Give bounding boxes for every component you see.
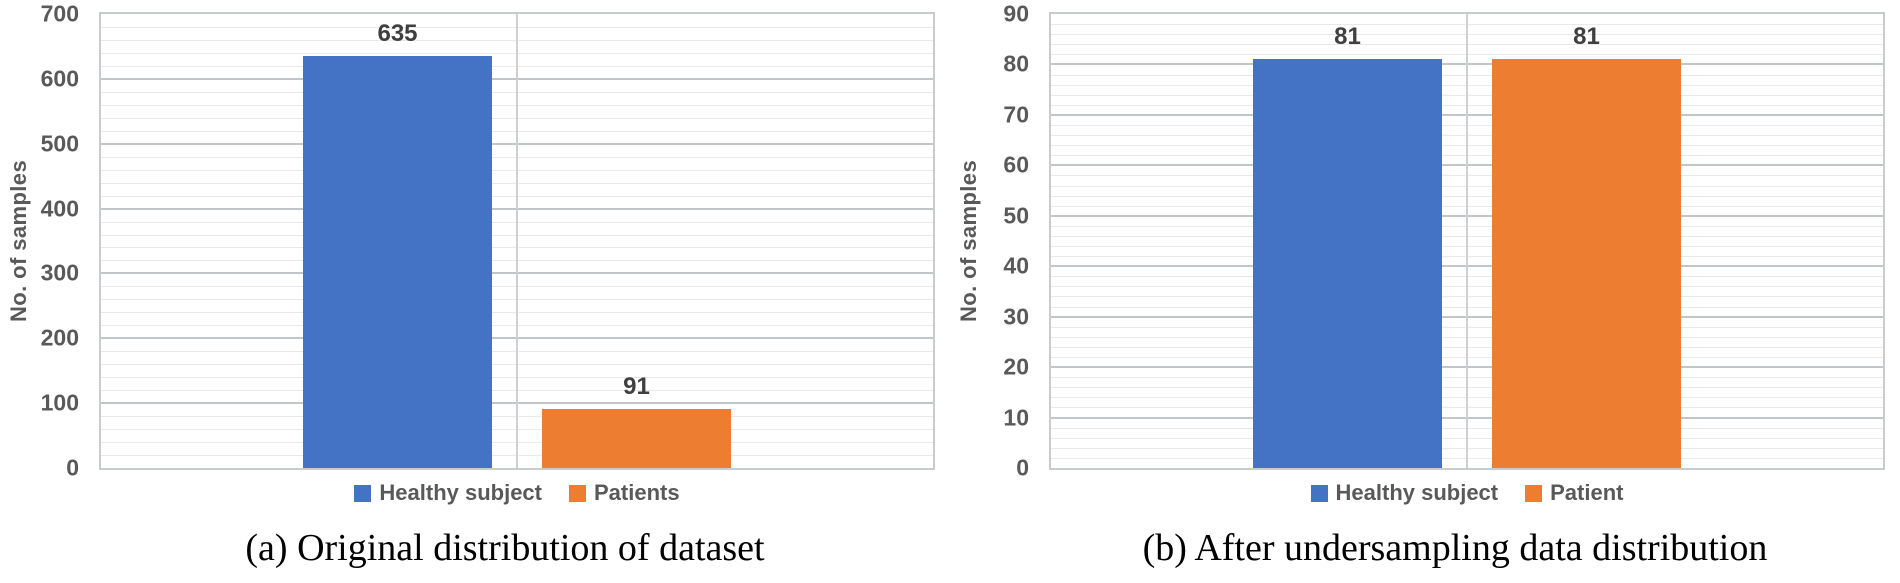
y-tick-label: 70 xyxy=(1003,101,1029,128)
legend-swatch xyxy=(569,484,586,502)
legend-label: Patients xyxy=(594,480,680,505)
legend-label: Healthy subject xyxy=(1335,480,1499,505)
y-tick-label: 100 xyxy=(40,389,79,416)
y-tick-label: 40 xyxy=(1003,252,1029,279)
y-tick-label: 10 xyxy=(1003,404,1029,431)
bar-patients xyxy=(542,408,731,468)
data-label: 81 xyxy=(1334,23,1361,51)
legend-item: Healthy subject xyxy=(1310,480,1499,505)
legend-label: Patient xyxy=(1550,480,1624,505)
plot-area: 81 81 xyxy=(1049,12,1885,470)
legend-item: Healthy subject xyxy=(354,482,542,504)
y-tick-label: 0 xyxy=(66,454,79,481)
data-label: 635 xyxy=(377,20,418,48)
y-tick-label: 300 xyxy=(40,259,79,286)
y-axis-tick-labels: 0 100 200 300 400 500 600 700 xyxy=(0,2,79,479)
chart-panel-a: No. of samples 0 100 200 300 400 500 600 700 63… xyxy=(0,2,935,569)
y-tick-label: 80 xyxy=(1003,50,1029,77)
legend: Healthy subject Patients xyxy=(99,480,935,506)
y-tick-label: 60 xyxy=(1003,151,1029,178)
legend: Healthy subject Patient xyxy=(1049,480,1885,506)
y-axis-tick-labels: 0 10 20 30 40 50 60 70 80 90 xyxy=(950,2,1029,479)
gridline-vertical xyxy=(1466,14,1468,468)
bar-healthy-subject xyxy=(1253,59,1442,468)
gridline-vertical xyxy=(516,14,518,468)
legend-item: Patient xyxy=(1525,482,1623,504)
figure-caption-b: (b) After undersampling data distributio… xyxy=(1142,527,1768,569)
y-tick-label: 200 xyxy=(40,324,79,351)
y-tick-label: 50 xyxy=(1003,202,1029,229)
legend-swatch xyxy=(1525,484,1543,502)
y-tick-label: 700 xyxy=(40,0,79,27)
legend-label: Healthy subject xyxy=(379,480,542,505)
y-tick-label: 600 xyxy=(40,65,79,92)
figure-caption-a: (a) Original distribution of dataset xyxy=(245,527,765,569)
y-tick-label: 0 xyxy=(1016,454,1029,481)
bar-patient xyxy=(1492,59,1681,468)
data-label: 91 xyxy=(623,372,650,400)
y-tick-label: 400 xyxy=(40,195,79,222)
y-tick-label: 20 xyxy=(1003,353,1029,380)
data-label: 81 xyxy=(1573,23,1600,51)
y-tick-label: 90 xyxy=(1003,0,1029,27)
chart-panel-b: No. of samples 0 10 20 30 40 50 60 70 80 90 81 81 … xyxy=(950,0,1900,583)
y-tick-label: 30 xyxy=(1003,303,1029,330)
y-tick-label: 500 xyxy=(40,130,79,157)
legend-swatch xyxy=(1310,484,1328,502)
legend-item: Patients xyxy=(569,482,680,504)
plot-area: 635 91 xyxy=(99,12,935,470)
bar-healthy-subject xyxy=(303,56,492,468)
legend-swatch xyxy=(354,484,372,502)
